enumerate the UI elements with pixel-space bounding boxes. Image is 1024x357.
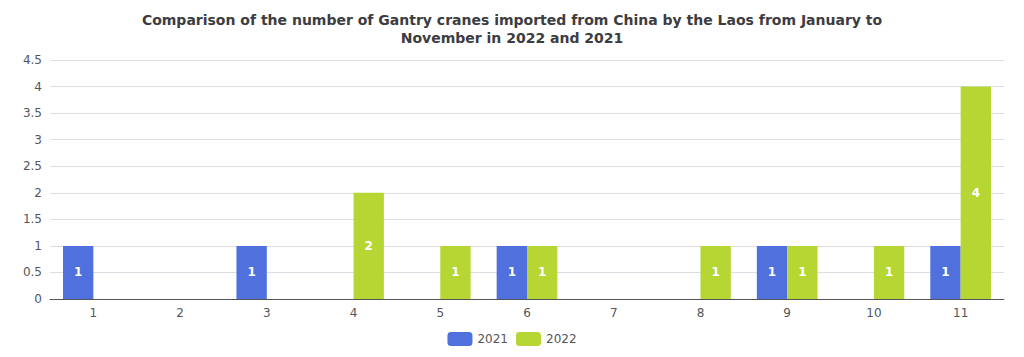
svg-text:1: 1 [941,265,949,279]
svg-text:0: 0 [34,292,42,306]
svg-text:11: 11 [953,306,968,320]
svg-text:10: 10 [866,306,881,320]
svg-text:1: 1 [798,265,806,279]
svg-text:1: 1 [711,265,719,279]
svg-text:3.5: 3.5 [23,106,42,120]
svg-text:1: 1 [538,265,546,279]
svg-text:Comparison of the number of Ga: Comparison of the number of Gantry crane… [142,12,883,28]
svg-text:November in 2022 and 2021: November in 2022 and 2021 [401,30,624,46]
svg-text:1: 1 [508,265,516,279]
svg-text:8: 8 [697,306,705,320]
svg-text:2: 2 [34,186,42,200]
svg-text:1: 1 [90,306,98,320]
svg-text:2: 2 [365,239,373,253]
svg-text:1: 1 [451,265,459,279]
svg-text:1: 1 [34,239,42,253]
svg-text:1: 1 [74,265,82,279]
svg-text:2021: 2021 [477,332,508,346]
svg-text:3: 3 [34,133,42,147]
svg-text:9: 9 [783,306,791,320]
svg-text:6: 6 [523,306,531,320]
svg-text:3: 3 [263,306,271,320]
svg-text:0.5: 0.5 [23,265,42,279]
svg-text:2022: 2022 [546,332,577,346]
svg-text:7: 7 [610,306,618,320]
svg-text:2: 2 [176,306,184,320]
svg-text:1.5: 1.5 [23,212,42,226]
svg-text:4: 4 [34,80,42,94]
svg-text:2.5: 2.5 [23,159,42,173]
svg-text:1: 1 [768,265,776,279]
svg-text:4.5: 4.5 [23,53,42,67]
svg-text:1: 1 [247,265,255,279]
svg-text:1: 1 [885,265,893,279]
svg-text:4: 4 [972,186,980,200]
svg-text:4: 4 [350,306,358,320]
svg-text:5: 5 [436,306,444,320]
